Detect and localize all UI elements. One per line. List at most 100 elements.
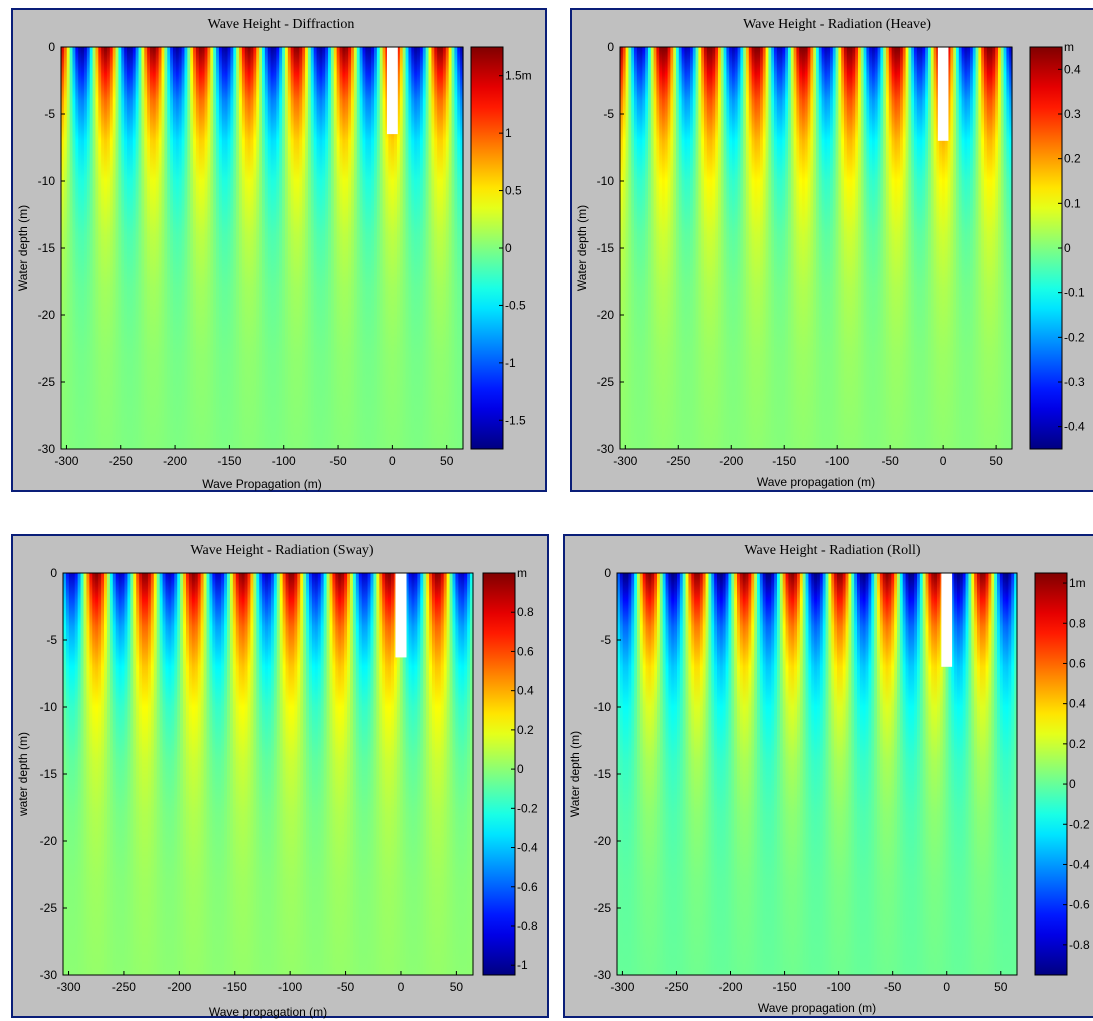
- heatmap-cell: [212, 573, 216, 975]
- x-tick-label: -200: [719, 454, 743, 468]
- heatmap-cell: [319, 47, 323, 449]
- heatmap-cell: [894, 47, 898, 449]
- heatmap-cell: [682, 573, 687, 975]
- heatmap-cell: [156, 573, 161, 975]
- colorbar-tick-label: 0.3: [1064, 107, 1081, 121]
- heatmap-cell: [687, 47, 691, 449]
- heatmap-cell: [168, 573, 172, 975]
- heatmap-cell: [701, 47, 705, 449]
- heatmap-cell: [704, 47, 708, 449]
- heatmap-cell: [862, 573, 867, 975]
- heatmap-cell: [467, 573, 471, 975]
- heatmap-cell: [130, 573, 134, 975]
- heatmap-cell: [957, 573, 961, 975]
- heatmap-cell: [417, 47, 421, 449]
- heatmap-cell: [877, 47, 881, 449]
- colorbar-tick-label: -0.6: [517, 880, 538, 894]
- heatmap-cell: [722, 573, 727, 975]
- heatmap-cell: [224, 47, 229, 449]
- heatmap-cell: [684, 47, 688, 449]
- heatmap-cell: [911, 573, 915, 975]
- heatmap-cell: [328, 47, 332, 449]
- heatmap-cell: [431, 47, 435, 449]
- heatmap-cell: [68, 573, 73, 975]
- y-tick-label: -25: [40, 901, 58, 915]
- x-tick-label: -100: [827, 980, 851, 994]
- heatmap-cell: [454, 47, 458, 449]
- heatmap-cell: [725, 573, 730, 975]
- heatmap-cell: [858, 47, 862, 449]
- heatmap-cell: [804, 47, 809, 449]
- heatmap-cell: [209, 573, 213, 975]
- heatmap-cell: [757, 47, 761, 449]
- x-tick-label: 0: [389, 454, 396, 468]
- heatmap-cell: [715, 47, 719, 449]
- heatmap-cell: [239, 47, 243, 449]
- heatmap-cell: [423, 573, 427, 975]
- heatmap-cell: [373, 47, 378, 449]
- heatmap-cell: [656, 47, 660, 449]
- heatmap-cell: [145, 573, 149, 975]
- colorbar-tick-label: 0.1: [1064, 196, 1081, 210]
- heatmap-cell: [204, 47, 209, 449]
- colorbar: [1029, 46, 1063, 450]
- heatmap-cell: [991, 573, 995, 975]
- heatmap-cell: [236, 47, 240, 449]
- heatmap-cell: [794, 573, 798, 975]
- heatmap-cell: [748, 47, 753, 449]
- heatmap-cell: [1011, 573, 1015, 975]
- heatmap-cell: [238, 573, 243, 975]
- colorbar-tick-label: -0.3: [1064, 375, 1085, 389]
- heatmap-cell: [933, 47, 937, 449]
- heatmap-cell: [977, 573, 981, 975]
- heatmap-cell: [259, 47, 263, 449]
- heatmap-cell: [998, 47, 1002, 449]
- heatmap-cell: [443, 573, 448, 975]
- heatmap-cell: [759, 573, 764, 975]
- heatmap-cell: [717, 573, 721, 975]
- heatmap-cell: [158, 47, 163, 449]
- heatmap-cell: [751, 47, 755, 449]
- heatmap-cell: [732, 47, 736, 449]
- heatmap-cell: [674, 573, 678, 975]
- heatmap-cell: [622, 573, 627, 975]
- y-axis-label: water depth (m): [16, 732, 30, 817]
- heatmap-cell: [869, 47, 873, 449]
- heatmap-cell: [790, 47, 795, 449]
- heatmap-cell: [434, 47, 438, 449]
- heatmap-cell: [74, 573, 79, 975]
- colorbar-tick-label: -1: [505, 356, 516, 370]
- heatmap-cell: [314, 573, 319, 975]
- heatmap-cell: [709, 47, 713, 449]
- heatmap-cell: [201, 47, 206, 449]
- heatmap-cell: [852, 47, 856, 449]
- y-axis-label: Water depth (m): [16, 205, 30, 291]
- heatmap-cell: [112, 47, 117, 449]
- heatmap-cell: [276, 573, 281, 975]
- heatmap-cell: [325, 47, 329, 449]
- heatmap-cell: [928, 573, 932, 975]
- wave-height-chart: Wave Height - Radiation (Heave)-300 -250-…: [575, 17, 1085, 489]
- heatmap-cell: [313, 47, 318, 449]
- floating-body: [941, 573, 953, 667]
- heatmap-cell: [250, 573, 254, 975]
- heatmap-cell: [668, 573, 672, 975]
- heatmap-cell: [842, 573, 847, 975]
- heatmap-cell: [634, 573, 638, 975]
- heatmap-cell: [959, 573, 964, 975]
- heatmap-cell: [1005, 573, 1010, 975]
- heatmap-cell: [925, 573, 930, 975]
- heatmap-cell: [754, 47, 758, 449]
- heatmap-cell: [720, 47, 725, 449]
- heatmap-cell: [930, 47, 935, 449]
- heatmap-cell: [981, 47, 985, 449]
- heatmap-cell: [964, 47, 968, 449]
- heatmap-cell: [908, 47, 912, 449]
- heatmap-cell: [305, 47, 309, 449]
- heatmap-cell: [988, 573, 992, 975]
- heatmap-cell: [299, 47, 303, 449]
- heatmap-cell: [874, 47, 879, 449]
- heatmap-cell: [141, 47, 145, 449]
- heatmap-cell: [832, 47, 837, 449]
- heatmap-cell: [422, 47, 427, 449]
